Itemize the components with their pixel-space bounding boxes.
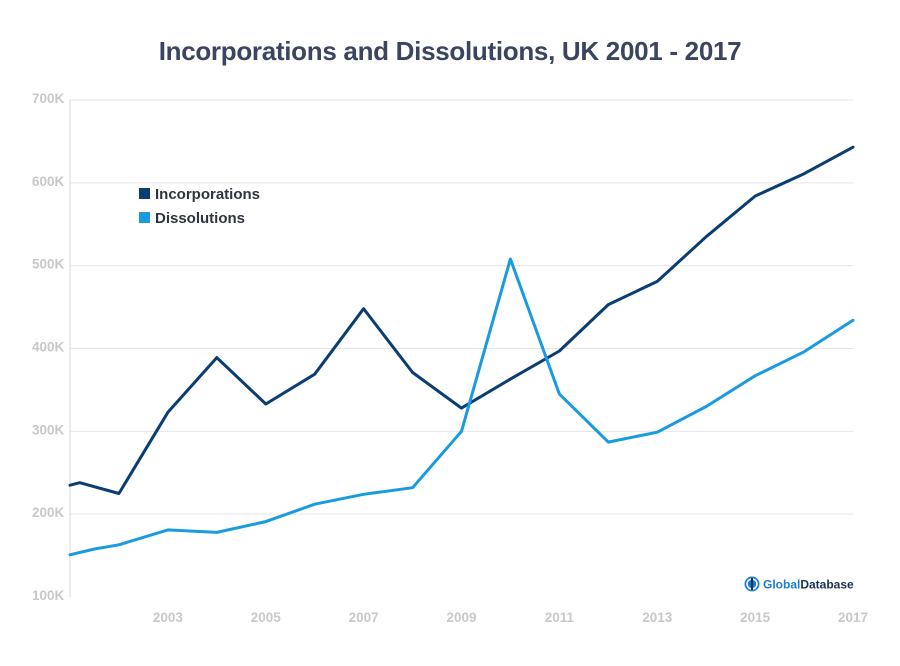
y-tick-label: 300K xyxy=(32,422,65,437)
legend-label: Incorporations xyxy=(155,186,260,203)
gridlines xyxy=(70,99,853,515)
logo-text-global: Global xyxy=(763,578,800,592)
chart-title: Incorporations and Dissolutions, UK 2001… xyxy=(159,36,742,66)
series-line-dissolutions xyxy=(68,257,855,557)
x-tick-label: 2009 xyxy=(446,610,476,625)
y-tick-label: 700K xyxy=(32,91,65,106)
x-tick-label: 2017 xyxy=(838,610,868,625)
x-tick-label: 2011 xyxy=(545,610,575,625)
y-tick-label: 600K xyxy=(32,174,65,189)
legend-swatch xyxy=(139,212,150,223)
x-axis: 2003 2005 2007 2009 2011 2013 2015 2017 xyxy=(153,610,868,625)
legend-label: Dissolutions xyxy=(155,210,245,227)
x-tick-label: 2015 xyxy=(740,610,771,625)
y-tick-label: 400K xyxy=(32,340,65,355)
series-group xyxy=(68,145,855,557)
global-database-logo: GlobalDatabase xyxy=(744,576,854,592)
y-tick-label: 200K xyxy=(32,505,65,520)
legend-swatch xyxy=(139,188,150,199)
y-tick-label: 500K xyxy=(32,257,65,272)
x-tick-label: 2005 xyxy=(251,610,282,625)
globe-icon xyxy=(744,576,760,592)
y-tick-label: 100K xyxy=(32,588,65,603)
x-tick-label: 2003 xyxy=(153,610,184,625)
x-tick-label: 2013 xyxy=(642,610,673,625)
logo-text-database: Database xyxy=(800,578,854,592)
legend: Incorporations Dissolutions xyxy=(139,186,260,227)
x-tick-label: 2007 xyxy=(349,610,379,625)
series-line-incorporations xyxy=(68,145,855,495)
logo-text: GlobalDatabase xyxy=(763,578,854,592)
y-axis: 100K 200K 300K 400K 500K 600K 700K xyxy=(32,91,71,603)
